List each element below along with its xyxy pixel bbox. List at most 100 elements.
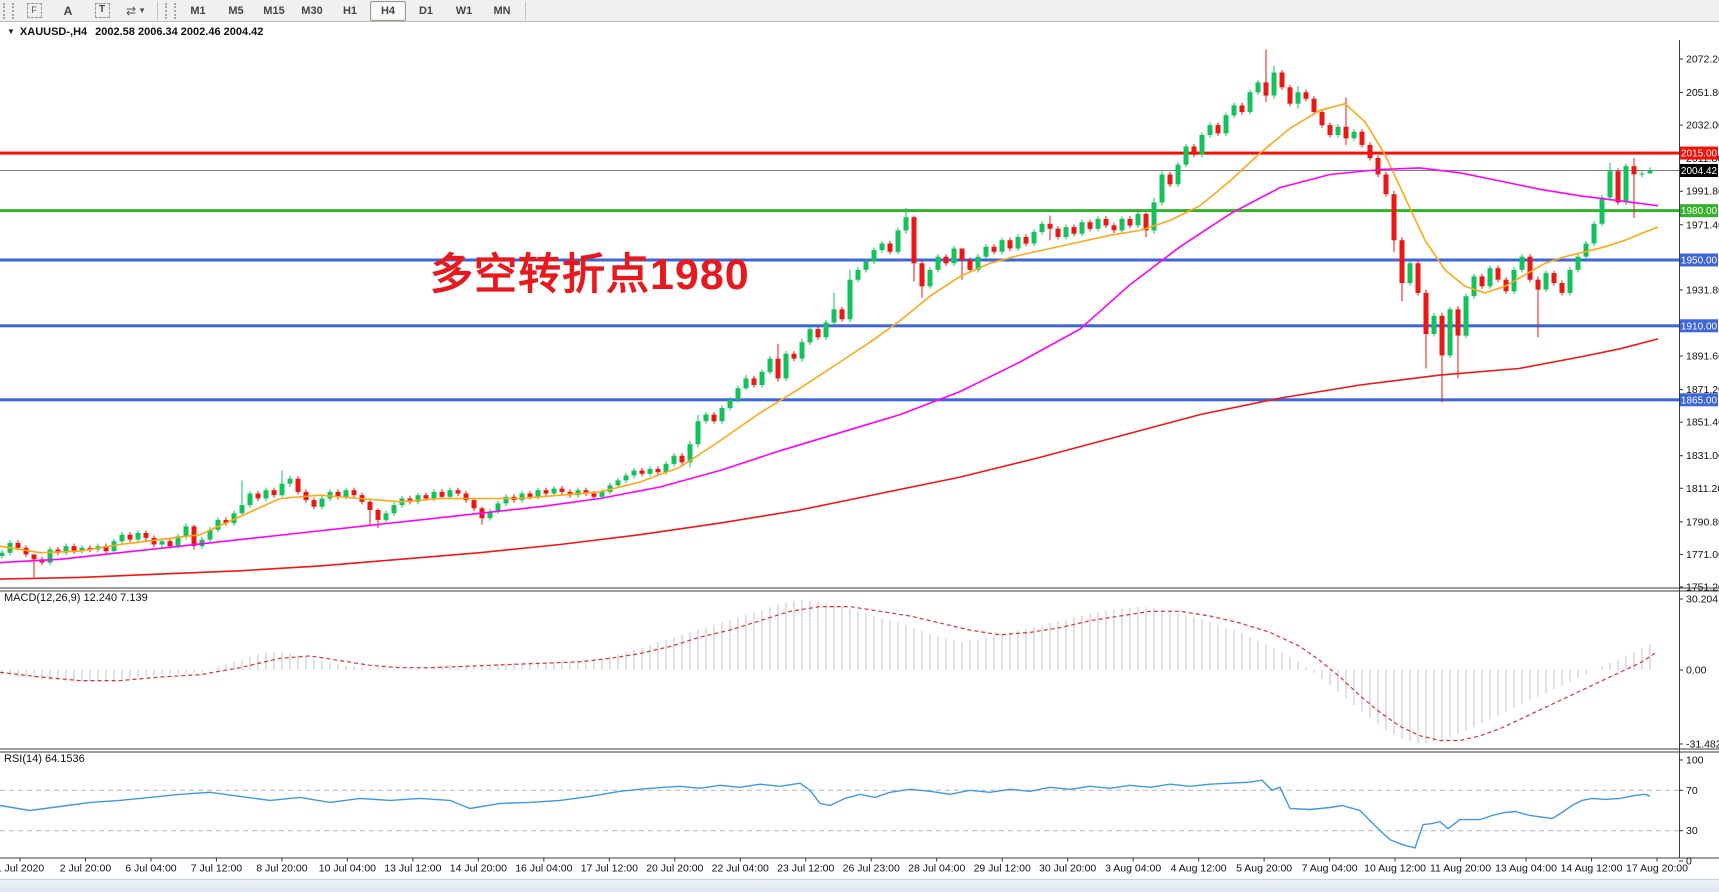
candle-body bbox=[527, 493, 533, 497]
candle-body bbox=[1295, 92, 1301, 104]
level-line-pivot-1980[interactable] bbox=[0, 209, 1679, 213]
rsi-indicator-label: RSI(14) 64.1536 bbox=[4, 753, 85, 765]
timeframe-grip[interactable] bbox=[165, 2, 176, 19]
candle-body bbox=[831, 309, 837, 323]
timeframe-button-h1[interactable]: H1 bbox=[342, 4, 358, 17]
timeframe-button-m5[interactable]: M5 bbox=[228, 4, 244, 17]
price-tick-label: 1831.00 bbox=[1686, 450, 1719, 462]
candle-body bbox=[1527, 256, 1533, 280]
panel-separator[interactable] bbox=[0, 748, 1719, 750]
candle-body bbox=[343, 490, 349, 497]
candle-body bbox=[199, 539, 205, 547]
candle-body bbox=[711, 414, 717, 422]
candle-body bbox=[823, 322, 829, 338]
candle-body bbox=[687, 444, 693, 463]
candle-body bbox=[911, 217, 917, 264]
candle-body bbox=[1535, 279, 1541, 290]
timeframe-button-d1[interactable]: D1 bbox=[418, 4, 434, 17]
candle-body bbox=[591, 493, 597, 497]
window-bottom-strip bbox=[0, 879, 1719, 892]
candle-body bbox=[679, 455, 685, 463]
level-line-resistance-2015[interactable] bbox=[0, 151, 1679, 155]
price-label-pivot-1980: 1980.00 bbox=[1681, 206, 1718, 217]
price-tick-label: 1811.20 bbox=[1686, 483, 1719, 495]
timeframe-button-m1[interactable]: M1 bbox=[190, 4, 206, 17]
timeframe-button-m15[interactable]: M15 bbox=[263, 4, 285, 17]
time-label: 30 Jul 20:00 bbox=[1039, 863, 1096, 875]
timeframe-button-w1[interactable]: W1 bbox=[455, 4, 473, 17]
candle-body bbox=[1055, 228, 1061, 237]
candle-body bbox=[1047, 223, 1053, 229]
candle-body bbox=[959, 248, 965, 260]
symbol-dropdown-icon[interactable]: ▼ bbox=[7, 27, 15, 36]
level-line-support-1865[interactable] bbox=[0, 398, 1679, 402]
chart-text-annotation: 多空转折点1980 bbox=[430, 251, 750, 299]
candle-body bbox=[1143, 213, 1149, 231]
candle-body bbox=[1551, 273, 1557, 283]
candle-body bbox=[1111, 225, 1117, 231]
level-line-support-1950[interactable] bbox=[0, 258, 1679, 262]
toolbar-separator bbox=[157, 1, 158, 20]
candle-body bbox=[1327, 125, 1333, 135]
macd-axis-label: 0.00 bbox=[1686, 665, 1707, 677]
level-line-current-price[interactable] bbox=[0, 170, 1679, 171]
candle-body bbox=[575, 490, 581, 496]
candle-body bbox=[783, 353, 789, 379]
candle-body bbox=[927, 269, 933, 287]
candle-body bbox=[135, 533, 141, 540]
candle-body bbox=[1239, 105, 1245, 112]
candle-body bbox=[1471, 276, 1477, 297]
candle-body bbox=[975, 256, 981, 270]
candle-body bbox=[935, 256, 941, 270]
text-box-icon[interactable]: T bbox=[86, 1, 118, 21]
candle-body bbox=[1375, 158, 1381, 175]
candle-body bbox=[1255, 82, 1261, 93]
time-axis-line bbox=[0, 857, 1719, 859]
candle-body bbox=[1367, 144, 1373, 159]
candle-body bbox=[183, 526, 189, 537]
price-label-box-support-1865 bbox=[1680, 393, 1718, 407]
timeframe-button-mn[interactable]: MN bbox=[493, 4, 511, 17]
cycle-arrows-icon[interactable]: ⇄ ▼ bbox=[120, 1, 152, 21]
candle-body bbox=[807, 329, 813, 343]
price-tick-label: 1851.40 bbox=[1686, 417, 1719, 429]
panel-separator[interactable] bbox=[0, 590, 1719, 592]
candle-body bbox=[639, 470, 645, 474]
candle-body bbox=[1007, 240, 1013, 249]
candle-body bbox=[583, 490, 589, 494]
timeframe-button-m30[interactable]: M30 bbox=[301, 4, 323, 17]
candle-body bbox=[215, 519, 221, 530]
candle-body bbox=[335, 491, 341, 497]
time-label: 28 Jul 04:00 bbox=[908, 863, 965, 875]
toolbar-separator-2 bbox=[525, 1, 526, 20]
candle-body bbox=[263, 490, 269, 499]
time-label: 14 Aug 12:00 bbox=[1561, 863, 1623, 875]
candle-body bbox=[1447, 309, 1453, 356]
chart-canvas[interactable]: 2072.202051.802032.002011.801991.801971.… bbox=[0, 40, 1719, 891]
time-label: 11 Aug 20:00 bbox=[1430, 863, 1491, 875]
level-line-support-1910[interactable] bbox=[0, 324, 1679, 328]
label-a-icon[interactable]: A bbox=[63, 3, 73, 18]
price-axis-line[interactable] bbox=[1679, 40, 1680, 858]
time-label: 17 Aug 20:00 bbox=[1626, 863, 1688, 875]
timeframe-button-h4[interactable]: H4 bbox=[370, 0, 406, 21]
candle-body bbox=[231, 513, 237, 524]
candle-body bbox=[1631, 166, 1637, 175]
panel-separator[interactable] bbox=[0, 751, 1719, 753]
timeframe-toolbar: M1 M5 M15 M30 H1 H4 D1 W1 MN bbox=[179, 0, 521, 21]
panel-separator[interactable] bbox=[0, 587, 1719, 589]
candle-body bbox=[1303, 92, 1309, 99]
candle-body bbox=[967, 260, 973, 270]
toolbar-grip[interactable] bbox=[3, 2, 14, 19]
rsi-axis-label: 100 bbox=[1686, 755, 1704, 767]
candle-body bbox=[327, 491, 333, 499]
candle-body bbox=[703, 414, 709, 422]
candle-body bbox=[1215, 125, 1221, 134]
template-f-icon[interactable]: F bbox=[18, 1, 50, 21]
candle-body bbox=[607, 485, 613, 492]
candle-body bbox=[551, 488, 557, 494]
symbol-title: XAUUSD-,H4 bbox=[19, 25, 88, 38]
candle-body bbox=[1623, 166, 1629, 203]
candle-body bbox=[647, 468, 653, 474]
candle-body bbox=[1495, 268, 1501, 280]
